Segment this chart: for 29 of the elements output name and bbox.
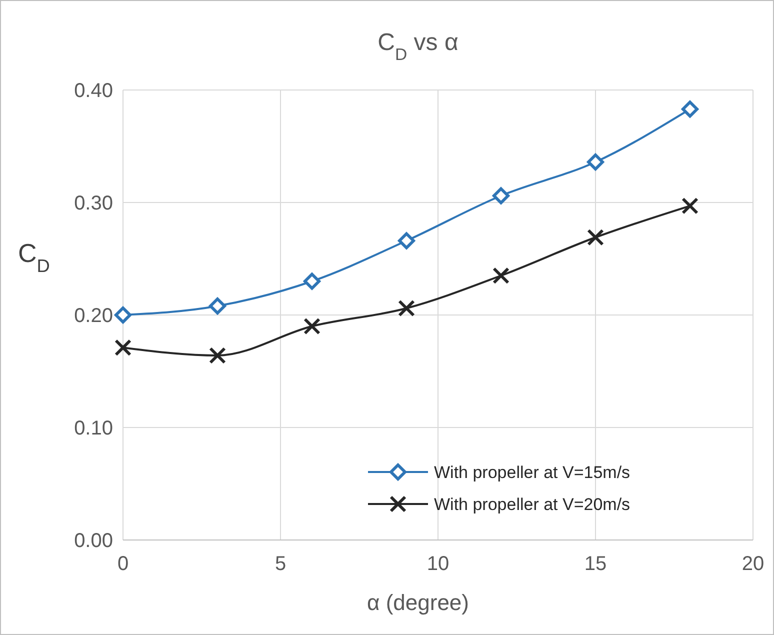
y-axis-title: C$_{D}$	[18, 238, 50, 276]
point	[114, 339, 132, 356]
point	[492, 187, 510, 204]
point	[682, 100, 698, 118]
x-tick-label: 10	[426, 553, 450, 575]
point	[398, 300, 415, 317]
x-tick-label: 15	[584, 553, 607, 575]
point	[682, 197, 698, 214]
point	[587, 228, 604, 246]
legend-label: With propeller at V=20m/s	[434, 495, 630, 514]
legend-label: With propeller at V=15m/s	[434, 463, 630, 482]
point	[304, 318, 320, 335]
point	[492, 267, 510, 284]
point	[587, 154, 604, 170]
y-tick-label: 0.30	[74, 192, 113, 214]
point	[209, 347, 226, 364]
y-tick-label: 0.20	[74, 305, 113, 327]
point	[304, 272, 320, 290]
point	[209, 298, 226, 314]
x-tick-label: 5	[274, 553, 286, 575]
chart-title: C$_{D}$ vs α	[378, 29, 458, 64]
point	[114, 306, 132, 324]
x-tick-label: 20	[742, 553, 764, 575]
y-tick-label: 0.10	[74, 418, 113, 440]
y-tick-label: 0.00	[74, 530, 113, 552]
y-tick-label: 0.40	[74, 80, 113, 102]
point	[398, 232, 415, 250]
x-tick-label: 0	[117, 553, 129, 575]
x-axis-title: α (degree)	[367, 590, 469, 615]
